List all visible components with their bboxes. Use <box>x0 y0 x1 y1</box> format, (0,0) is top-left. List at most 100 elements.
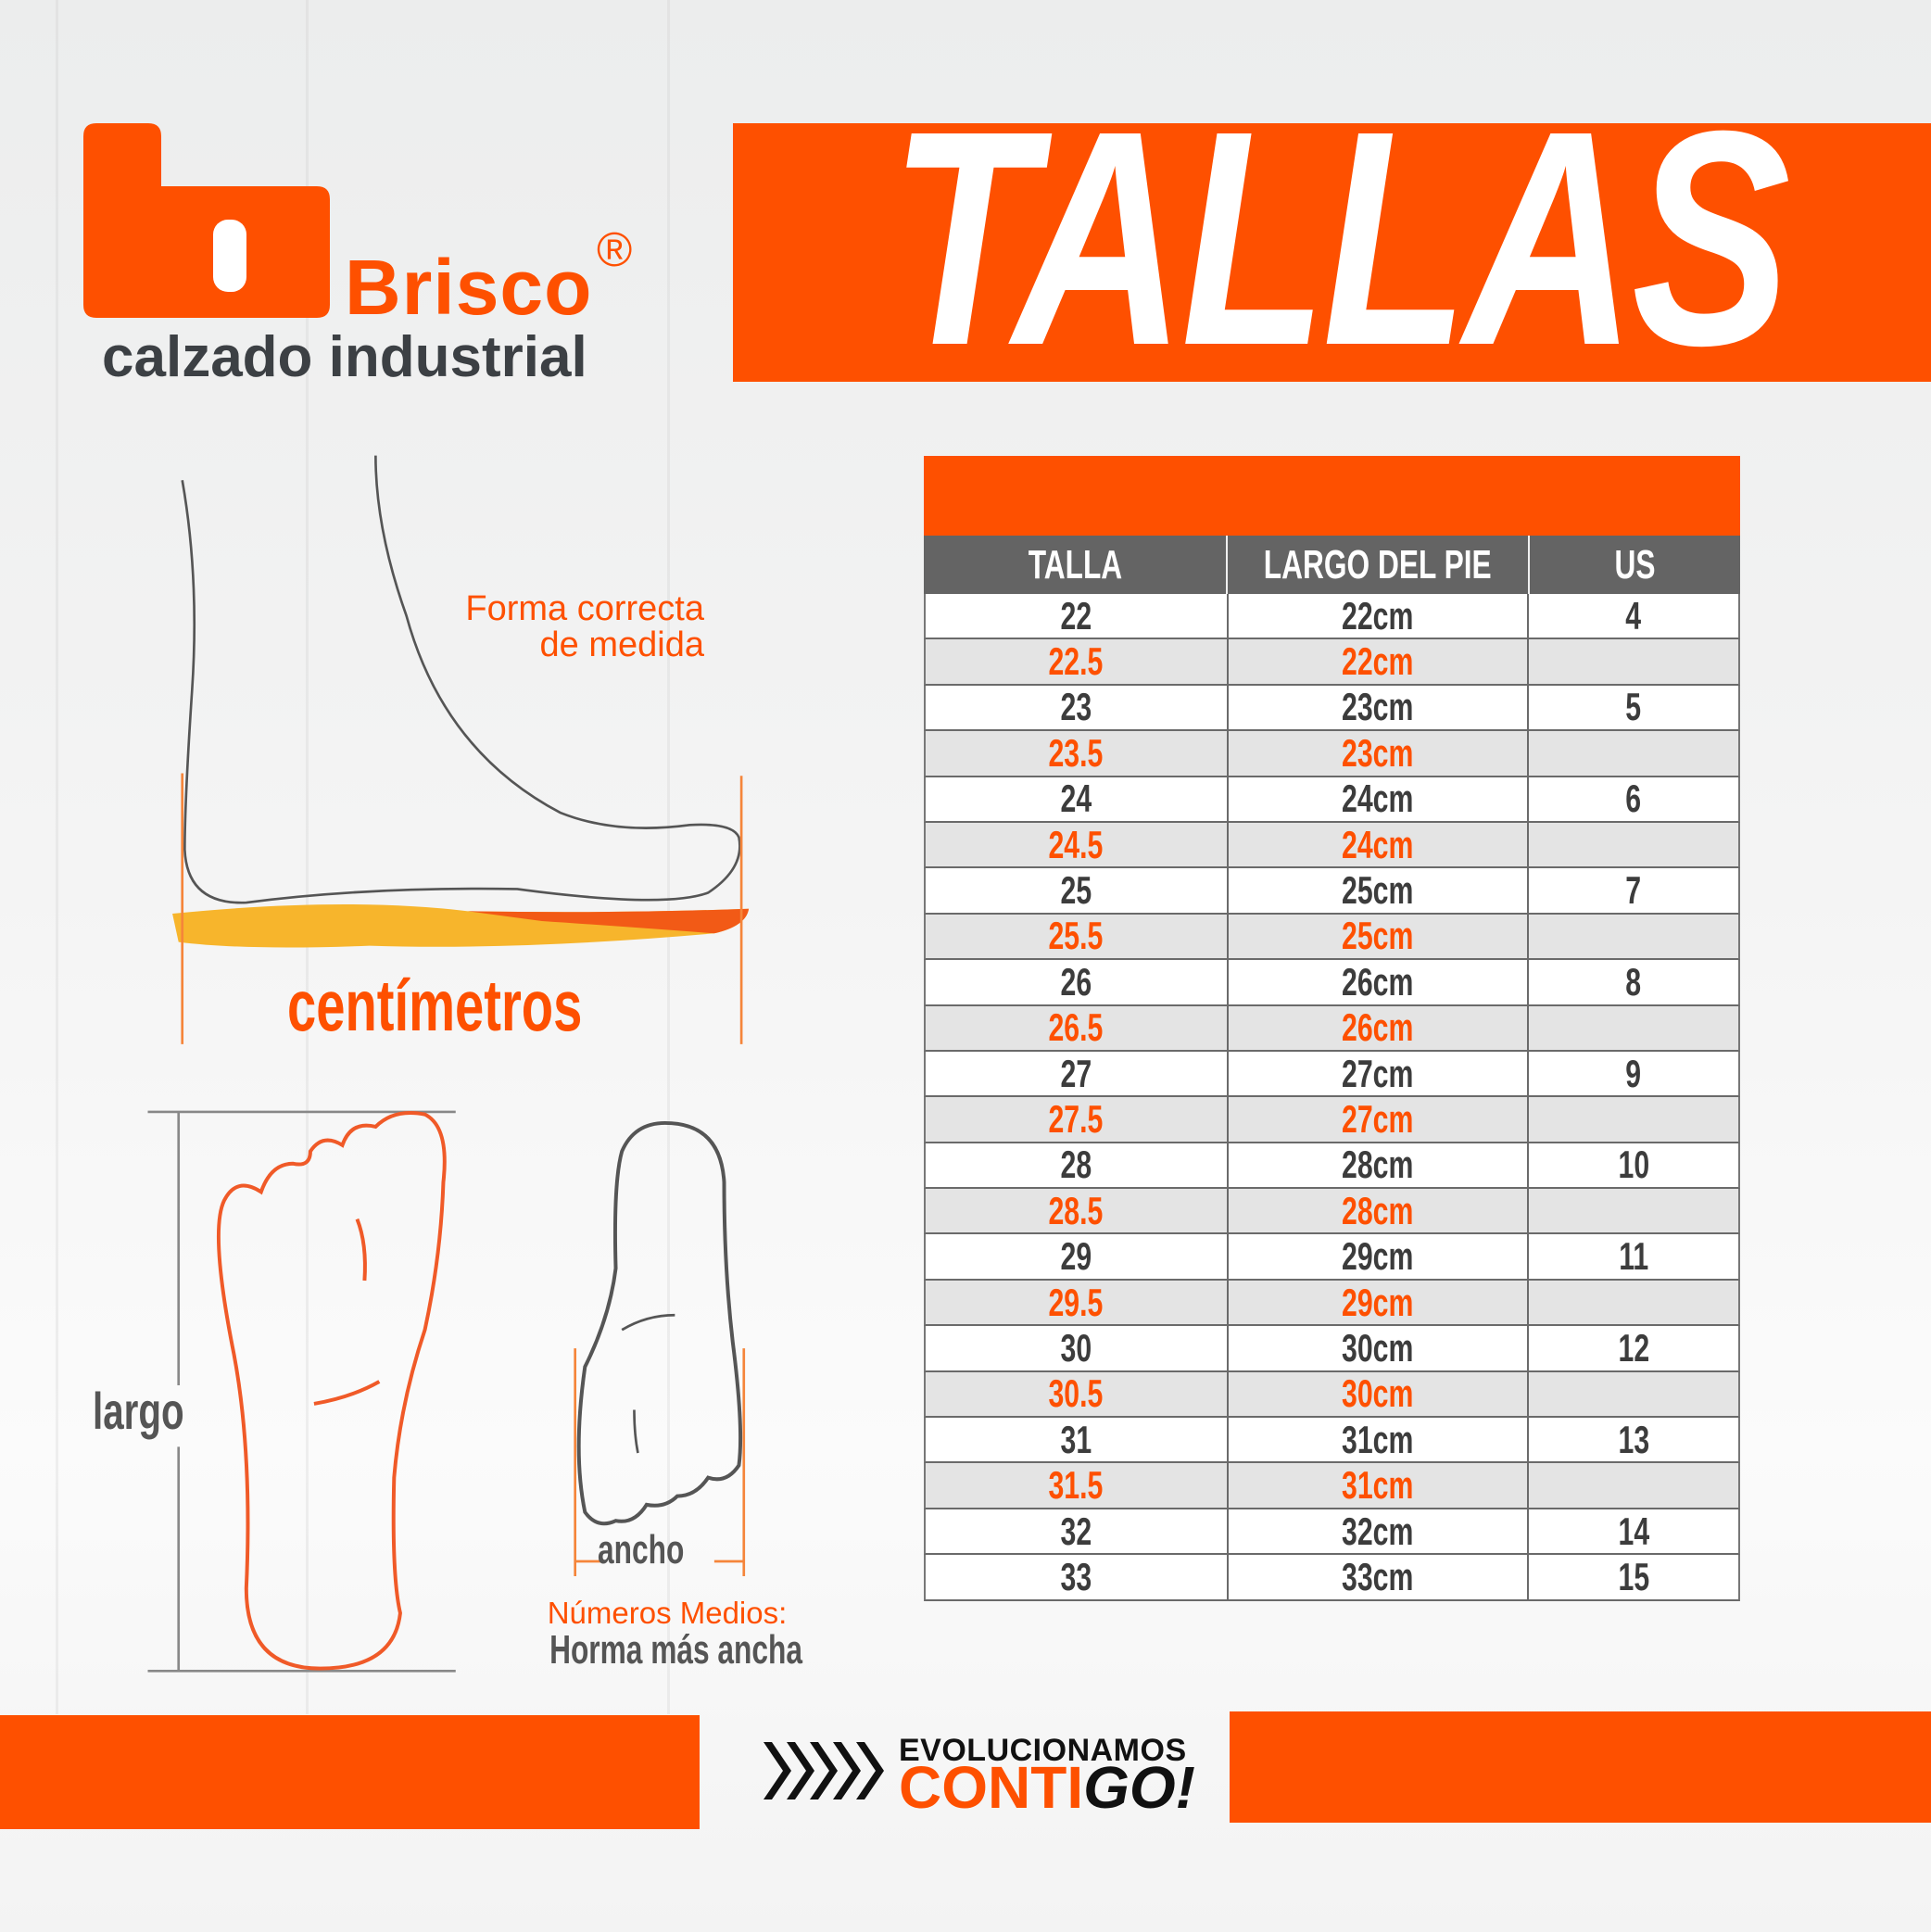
cell-us: 11 <box>1529 1234 1738 1278</box>
cell-text: 26cm <box>1342 959 1414 1004</box>
table-row: 29.5 29cm <box>924 1280 1740 1327</box>
cell-text: 25.5 <box>1048 914 1104 958</box>
cell-talla: 29.5 <box>926 1280 1229 1325</box>
slogan-conti: CONTI <box>899 1754 1084 1821</box>
table-row: 30.5 30cm <box>924 1371 1740 1419</box>
table-top-band <box>924 456 1740 536</box>
cell-text: 29cm <box>1342 1280 1414 1324</box>
cell-us <box>1529 731 1738 775</box>
table-row: 31.5 31cm <box>924 1463 1740 1509</box>
table-row: 28 28cm 10 <box>924 1143 1740 1190</box>
cell-text: 28.5 <box>1048 1188 1104 1232</box>
cell-text: 31.5 <box>1048 1463 1104 1508</box>
cell-text: 32 <box>1060 1509 1092 1553</box>
header-text: LARGO DEL PIE <box>1264 541 1492 587</box>
cell-talla: 31.5 <box>926 1463 1229 1508</box>
table-body: 22 22cm 4 22.5 22cm 23 23cm 5 23.5 23cm 24 24cm 6 24.… <box>924 594 1740 1601</box>
measure-note-line: de medida <box>539 625 704 664</box>
table-row: 28.5 28cm <box>924 1188 1740 1235</box>
chevrons-right-icon <box>764 1742 884 1799</box>
brisco-logo-icon <box>83 123 330 318</box>
unit-label-text: centímetros <box>287 965 583 1046</box>
cell-talla: 23.5 <box>926 730 1229 776</box>
cell-text: 24cm <box>1342 777 1414 821</box>
cell-largo: 22cm <box>1229 594 1530 638</box>
half-sizes-title: Números Medios: <box>547 1596 788 1630</box>
cell-talla: 22.5 <box>926 639 1229 684</box>
table-row: 30 30cm 12 <box>924 1326 1740 1372</box>
cell-text: 25 <box>1060 868 1092 913</box>
cell-text: 23cm <box>1342 730 1414 775</box>
width-label-text: ancho <box>598 1527 685 1572</box>
cell-text: 28 <box>1060 1143 1092 1187</box>
cell-text: 22 <box>1060 593 1092 638</box>
cell-text: 29.5 <box>1048 1280 1104 1324</box>
cell-text: 31cm <box>1342 1417 1414 1461</box>
cell-largo: 25cm <box>1229 868 1530 913</box>
cell-us: 5 <box>1529 685 1738 729</box>
cell-us: 6 <box>1529 777 1738 821</box>
footer-bar-right <box>1230 1711 1931 1823</box>
cell-talla: 30.5 <box>926 1371 1229 1417</box>
cell-text: 23.5 <box>1048 730 1104 775</box>
header-largo: LARGO DEL PIE <box>1228 536 1530 594</box>
table-row: 27.5 27cm <box>924 1097 1740 1143</box>
cell-text: 6 <box>1625 777 1642 821</box>
foot-length-icon <box>147 1110 456 1673</box>
cell-talla: 29 <box>926 1234 1229 1279</box>
unit-label: centímetros <box>287 964 697 1048</box>
cell-text: 11 <box>1619 1234 1649 1279</box>
cell-largo: 28cm <box>1229 1189 1530 1233</box>
cell-talla: 28 <box>926 1143 1229 1188</box>
header-talla: TALLA <box>924 536 1228 594</box>
cell-largo: 23cm <box>1229 730 1530 776</box>
cell-text: 26.5 <box>1048 1005 1104 1050</box>
cell-talla: 24 <box>926 777 1229 821</box>
cell-largo: 33cm <box>1229 1555 1530 1599</box>
cell-us: 12 <box>1529 1326 1738 1370</box>
cell-largo: 22cm <box>1229 639 1530 684</box>
cell-us: 8 <box>1529 960 1738 1004</box>
cell-text: 27cm <box>1342 1097 1414 1141</box>
cell-text: 24.5 <box>1048 822 1104 866</box>
size-table: TALLA LARGO DEL PIE US 22 22cm 4 22.5 22cm 23… <box>924 456 1740 1601</box>
length-label: largo <box>93 1381 220 1441</box>
side-foot-icon <box>172 455 750 1044</box>
measure-note-line: Forma correcta <box>465 589 704 628</box>
cell-us <box>1529 915 1738 958</box>
brand-tagline: calzado industrial <box>102 325 587 389</box>
slogan-line1: EVOLUCIONAMOS <box>899 1733 1187 1768</box>
slogan-line2: CONTIGO! <box>899 1758 1195 1817</box>
table-row: 25.5 25cm <box>924 914 1740 961</box>
cell-text: 33 <box>1060 1554 1092 1598</box>
cell-talla: 22 <box>926 594 1229 638</box>
table-row: 25 25cm 7 <box>924 868 1740 915</box>
cell-text: 27 <box>1060 1051 1092 1095</box>
table-row: 26.5 26cm <box>924 1005 1740 1052</box>
table-row: 24 24cm 6 <box>924 777 1740 823</box>
slogan-go: GO! <box>1083 1754 1195 1821</box>
cell-text: 25cm <box>1342 914 1414 958</box>
cell-talla: 23 <box>926 685 1229 730</box>
title-band <box>733 123 1931 382</box>
cell-largo: 30cm <box>1229 1326 1530 1370</box>
table-row: 32 32cm 14 <box>924 1509 1740 1556</box>
cell-talla: 28.5 <box>926 1188 1229 1233</box>
cell-us <box>1529 1372 1738 1416</box>
cell-text: 25cm <box>1342 868 1414 913</box>
cell-talla: 26.5 <box>926 1005 1229 1050</box>
cell-largo: 29cm <box>1229 1280 1530 1325</box>
cell-talla: 31 <box>926 1418 1229 1462</box>
background-line <box>306 0 309 1714</box>
header-text: US <box>1614 541 1656 587</box>
cell-text: 13 <box>1618 1417 1649 1461</box>
cell-largo: 26cm <box>1229 960 1530 1004</box>
table-row: 33 33cm 15 <box>924 1554 1740 1601</box>
measure-note: Forma correcta de medida <box>465 591 704 663</box>
cell-us: 4 <box>1529 594 1738 638</box>
cell-largo: 25cm <box>1229 914 1530 959</box>
cell-largo: 30cm <box>1229 1371 1530 1417</box>
page-title: TALLAS <box>890 67 1791 409</box>
cell-largo: 32cm <box>1229 1509 1530 1554</box>
half-sizes-note-text: Horma más ancha <box>549 1627 802 1673</box>
